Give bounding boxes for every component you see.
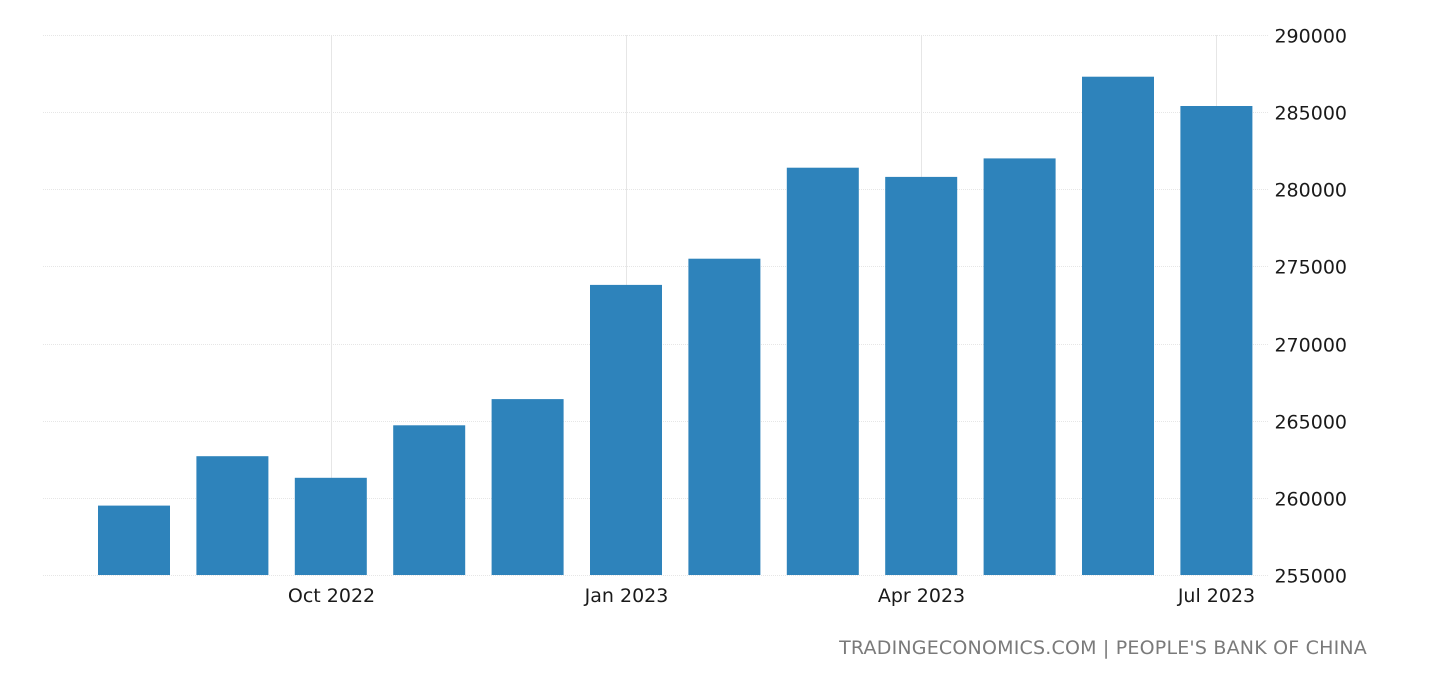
bar-aug-2022 xyxy=(98,505,170,575)
bar-mar-2023 xyxy=(786,167,859,575)
y-tick-label: 280000 xyxy=(1274,180,1347,202)
bar-jul-2023 xyxy=(1180,106,1253,575)
bar-apr-2023 xyxy=(885,176,958,575)
bar-may-2023 xyxy=(983,158,1056,575)
y-axis-tick-labels: 255000 260000 265000 270000 275000 280000 2850… xyxy=(1274,26,1347,588)
x-tick-label: Jul 2023 xyxy=(1177,585,1255,607)
bar-oct-2022 xyxy=(294,477,367,575)
y-tick-label: 275000 xyxy=(1274,257,1347,279)
bar-jun-2023 xyxy=(1082,76,1154,575)
y-tick-label: 285000 xyxy=(1274,103,1347,125)
x-axis-tick-labels: Oct 2022 Jan 2023 Apr 2023 Jul 2023 xyxy=(288,585,1255,607)
bar-feb-2023 xyxy=(688,258,761,575)
bar-jan-2023 xyxy=(590,284,662,575)
y-tick-label: 255000 xyxy=(1274,566,1347,588)
x-tick-label: Jan 2023 xyxy=(584,585,669,607)
y-tick-label: 260000 xyxy=(1274,489,1347,511)
y-tick-label: 265000 xyxy=(1274,412,1347,434)
bar-dec-2022 xyxy=(491,399,564,575)
bar-sep-2022 xyxy=(196,456,269,575)
bar-nov-2022 xyxy=(393,425,466,575)
bar-series xyxy=(98,76,1253,575)
x-tick-label: Apr 2023 xyxy=(878,585,965,607)
x-tick-label: Oct 2022 xyxy=(288,585,375,607)
y-tick-label: 290000 xyxy=(1274,26,1347,48)
y-tick-label: 270000 xyxy=(1274,335,1347,357)
source-credit: TRADINGECONOMICS.COM | PEOPLE'S BANK OF … xyxy=(839,637,1367,659)
